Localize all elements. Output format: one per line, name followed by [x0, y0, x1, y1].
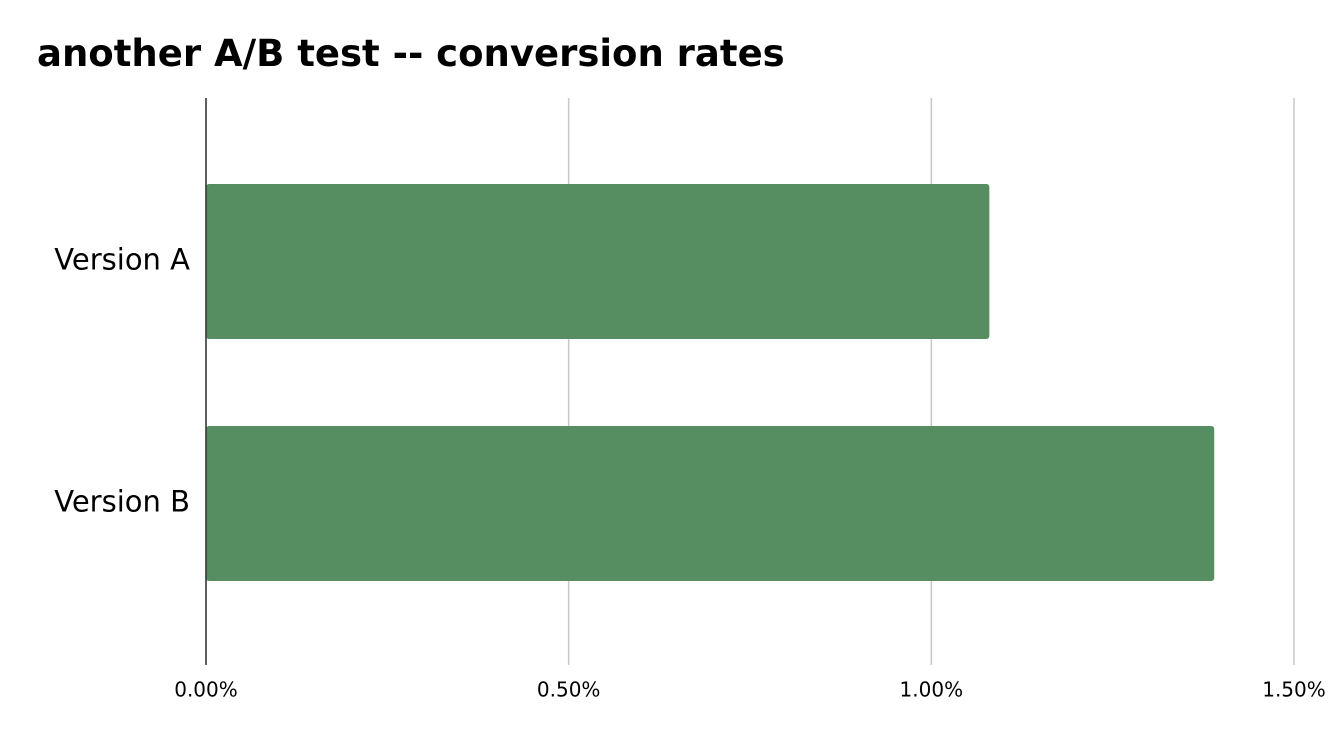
x-tick-label: 1.00% [900, 678, 964, 702]
y-tick-label: Version A [54, 243, 190, 277]
y-tick-label: Version B [54, 485, 190, 519]
bar [206, 426, 1215, 581]
x-tick-label: 1.50% [1262, 678, 1326, 702]
bar [206, 184, 990, 339]
chart-title: another A/B test -- conversion rates [37, 32, 785, 75]
x-tick-label: 0.00% [174, 678, 238, 702]
x-tick-label: 0.50% [537, 678, 601, 702]
